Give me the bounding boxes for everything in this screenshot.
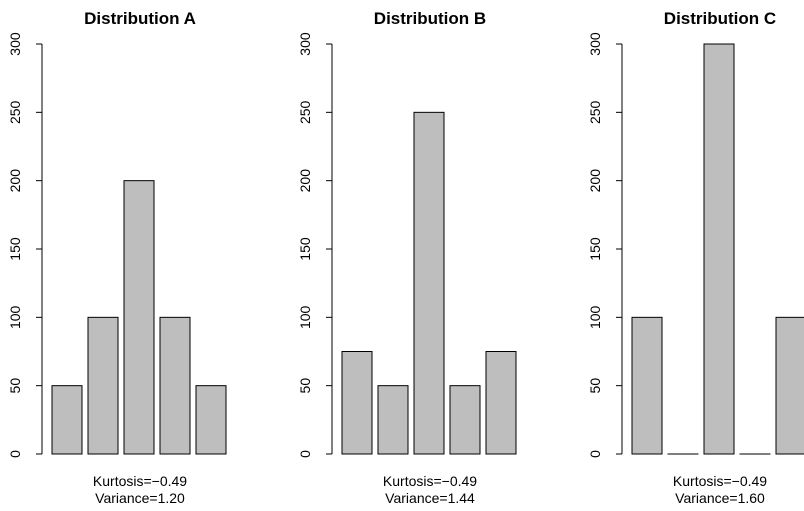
y-tick-label: 200 [297, 169, 313, 193]
panel-title: Distribution A [84, 9, 196, 28]
panel-distribution-c: Distribution C 0 50 100 150 200 250 300 Kurtos… [587, 9, 804, 506]
y-tick-label: 250 [7, 100, 23, 124]
bar [341, 351, 373, 455]
y-tick-label: 150 [7, 237, 23, 261]
y-tick-label: 100 [297, 305, 313, 329]
bar [159, 316, 191, 455]
y-tick-label: 0 [587, 450, 603, 458]
panel-distribution-a: Distribution A 0 50 100 150 200 250 300 Kurtos… [7, 9, 227, 506]
bar [775, 316, 804, 455]
panel-title: Distribution B [374, 9, 486, 28]
bar [413, 111, 445, 455]
bar-group [631, 43, 804, 455]
kurtosis-caption: Kurtosis=−0.49 [93, 473, 187, 489]
bar [449, 385, 481, 455]
y-tick-label: 250 [587, 100, 603, 124]
bar [377, 385, 409, 455]
y-tick-label: 100 [587, 305, 603, 329]
bar [485, 351, 517, 455]
y-axis: 0 50 100 150 200 250 300 [587, 32, 623, 458]
bar [195, 385, 227, 455]
y-tick-label: 100 [7, 305, 23, 329]
y-tick-label: 150 [587, 237, 603, 261]
variance-caption: Variance=1.44 [385, 490, 475, 506]
bar-group [51, 180, 227, 455]
y-tick-label: 250 [297, 100, 313, 124]
y-tick-label: 50 [587, 378, 603, 394]
y-tick-label: 300 [7, 32, 23, 56]
kurtosis-caption: Kurtosis=−0.49 [673, 473, 767, 489]
bar [51, 385, 83, 455]
variance-caption: Variance=1.20 [95, 490, 185, 506]
bar [703, 43, 735, 455]
y-tick-label: 0 [297, 450, 313, 458]
y-tick-label: 50 [297, 378, 313, 394]
y-tick-label: 200 [7, 169, 23, 193]
kurtosis-caption: Kurtosis=−0.49 [383, 473, 477, 489]
bar [631, 316, 663, 455]
y-tick-label: 0 [7, 450, 23, 458]
variance-caption: Variance=1.60 [675, 490, 765, 506]
bar [87, 316, 119, 455]
y-axis: 0 50 100 150 200 250 300 [7, 32, 43, 458]
y-tick-label: 200 [587, 169, 603, 193]
bar [123, 180, 155, 455]
bar-group [341, 111, 517, 455]
y-tick-label: 150 [297, 237, 313, 261]
y-tick-label: 300 [587, 32, 603, 56]
panel-distribution-b: Distribution B 0 50 100 150 200 250 300 Kurtos… [297, 9, 517, 506]
y-tick-label: 300 [297, 32, 313, 56]
panel-title: Distribution C [664, 9, 776, 28]
y-tick-label: 50 [7, 378, 23, 394]
y-axis: 0 50 100 150 200 250 300 [297, 32, 333, 458]
